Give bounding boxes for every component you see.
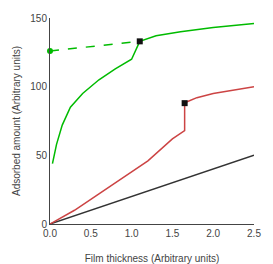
svg-text:0.0: 0.0 (43, 228, 57, 239)
svg-text:2.5: 2.5 (247, 228, 261, 239)
svg-text:1.0: 1.0 (125, 228, 139, 239)
svg-text:150: 150 (30, 13, 47, 24)
svg-text:0: 0 (41, 219, 47, 230)
svg-text:Film thickness (Arbitrary unit: Film thickness (Arbitrary units) (85, 253, 219, 264)
svg-text:100: 100 (30, 81, 47, 92)
svg-text:0.5: 0.5 (84, 228, 98, 239)
svg-text:1.5: 1.5 (165, 228, 179, 239)
svg-text:Adsorbed amount (Arbitrary uni: Adsorbed amount (Arbitrary units) (11, 46, 22, 196)
svg-text:2.0: 2.0 (206, 228, 220, 239)
svg-text:50: 50 (36, 150, 48, 161)
